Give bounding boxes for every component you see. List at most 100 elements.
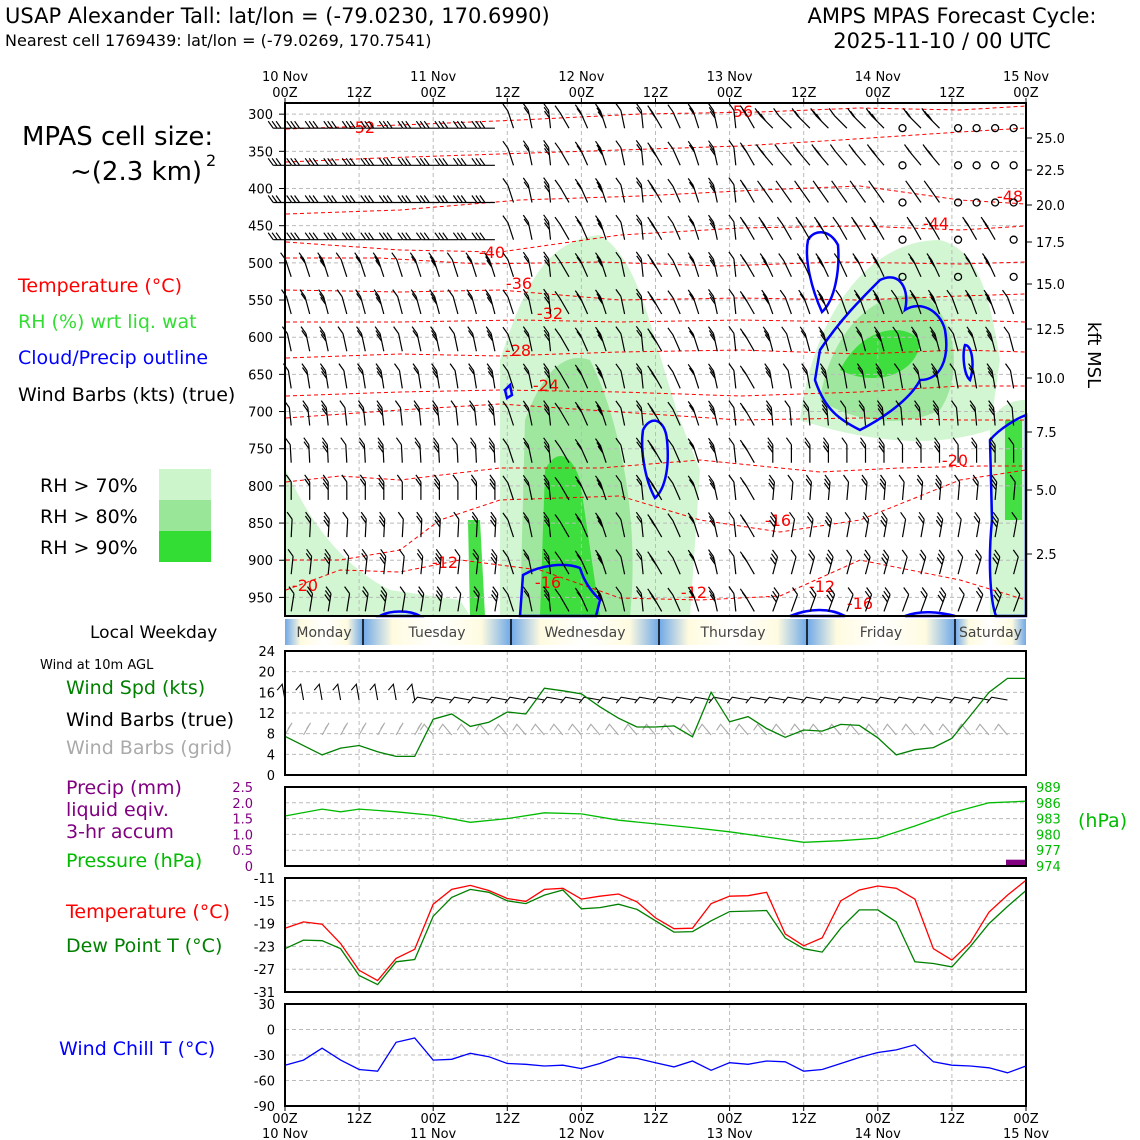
wind-barb (787, 474, 794, 500)
wind-barb (791, 108, 811, 129)
wind-barb (360, 157, 384, 166)
wind-barb-true (332, 682, 342, 701)
wind-barb (415, 195, 440, 204)
wind-barb (918, 511, 925, 538)
wind-barb (323, 548, 331, 575)
wind-barb (409, 252, 422, 277)
weekday-strip: Monday Tuesday Wednesday Thursday Friday Satu… (285, 619, 1026, 645)
wind-barb (485, 326, 496, 352)
wind-barb-grid (753, 723, 768, 736)
wind-barb (934, 474, 942, 500)
wind10m-label: Wind at 10m AGL (40, 658, 154, 673)
forecast-cycle-date: 2025-11-10 / 00 UTC (833, 29, 1051, 53)
wind-barb (728, 548, 737, 575)
wind-barb (881, 587, 891, 612)
wind-barb (543, 586, 552, 612)
cloud-outline (640, 419, 669, 500)
y-tick-label: -30 (254, 1049, 275, 1064)
wind-barb (446, 252, 459, 277)
rh-region (540, 456, 600, 616)
wind-barb (635, 214, 644, 240)
wind-barb (343, 548, 350, 575)
wind-barb (449, 363, 459, 389)
top-date-label: 15 Nov (1003, 70, 1049, 85)
wind-barb (450, 400, 459, 426)
wind-barb (667, 104, 681, 129)
wind-barb (901, 549, 908, 575)
calm-wind-circle (1009, 198, 1018, 207)
wind-barb (595, 475, 607, 501)
wind-barb (1013, 587, 1021, 612)
top-time-tick: 12Z (495, 86, 521, 101)
wind-barb-true (486, 696, 508, 704)
y-tick-label: 12 (258, 707, 275, 722)
top-time-tick: 00Z (420, 86, 446, 101)
wind-barb (615, 251, 626, 277)
wind-barb (615, 103, 626, 129)
kft-axis-label: kft MSL (1083, 322, 1104, 388)
calm-wind-circle (953, 198, 963, 207)
wind-barb (930, 363, 941, 389)
wind-barb (635, 325, 644, 352)
wind-barb (433, 474, 440, 500)
wind-barb (335, 252, 348, 277)
pressure-tick-label: 400 (248, 183, 273, 198)
pressure-tick-label: 983 (1036, 813, 1061, 828)
weekday-band (285, 619, 363, 645)
wind-barb (647, 588, 663, 612)
wind-barb (759, 253, 774, 278)
dewpoint-line (284, 888, 1027, 986)
wind-barb (983, 289, 996, 315)
wind-barb (767, 437, 774, 463)
wind-barb (667, 550, 681, 575)
wind-barb (543, 437, 552, 463)
wind-barb (687, 326, 700, 352)
wind-barb (466, 289, 477, 315)
wind-barb (757, 180, 774, 203)
precip-tick-label: 2.0 (232, 797, 253, 812)
wind-barb-grid (994, 723, 1008, 736)
wind-barb (320, 400, 329, 426)
wind-barb (900, 511, 907, 538)
wind-barb (341, 120, 366, 129)
bottom-time-tick: 00Z (420, 1112, 446, 1127)
weekday-band (659, 619, 807, 645)
wind-barb (373, 289, 385, 315)
wind-barb (543, 102, 552, 129)
legend-rh70: RH > 70% (40, 475, 138, 497)
top-time-tick: 12Z (346, 86, 372, 101)
wind-barb (875, 363, 885, 389)
wind-barb (687, 512, 700, 538)
wind-barb (615, 400, 626, 426)
wind-barb (667, 476, 681, 501)
wind-barb-true (578, 696, 601, 704)
legend-temperature: Temperature (°C) (17, 275, 182, 297)
wind-barb (434, 195, 458, 204)
wind-barb (397, 157, 421, 166)
wind-barb (432, 400, 440, 426)
y-tick-label: 30 (258, 998, 275, 1013)
wind-barb (467, 326, 477, 352)
calm-wind-circle (898, 235, 907, 244)
wind-barb (543, 363, 552, 389)
wind-barb (971, 437, 978, 463)
wind-barb (319, 326, 329, 352)
bottom-time-tick: 00Z (1013, 1112, 1039, 1127)
calm-wind-circle (1009, 235, 1018, 244)
wind-barb (833, 253, 848, 278)
wind-barb (574, 215, 589, 240)
pressure-tick-label: 800 (248, 480, 273, 495)
wind-barb (861, 474, 868, 500)
wind-barb (990, 474, 998, 500)
wind-barb-grid (586, 723, 601, 736)
wind-barb (779, 289, 792, 315)
legend-wind-speed: Wind Spd (kts) (66, 677, 205, 699)
wind-barb (487, 400, 496, 426)
wind-barb (595, 512, 607, 538)
wind-barb-true (560, 696, 582, 704)
wind-barb (574, 438, 589, 463)
wind-barb (739, 588, 755, 612)
y-tick-label: -90 (254, 1100, 275, 1115)
wind-barb-true (369, 682, 379, 701)
